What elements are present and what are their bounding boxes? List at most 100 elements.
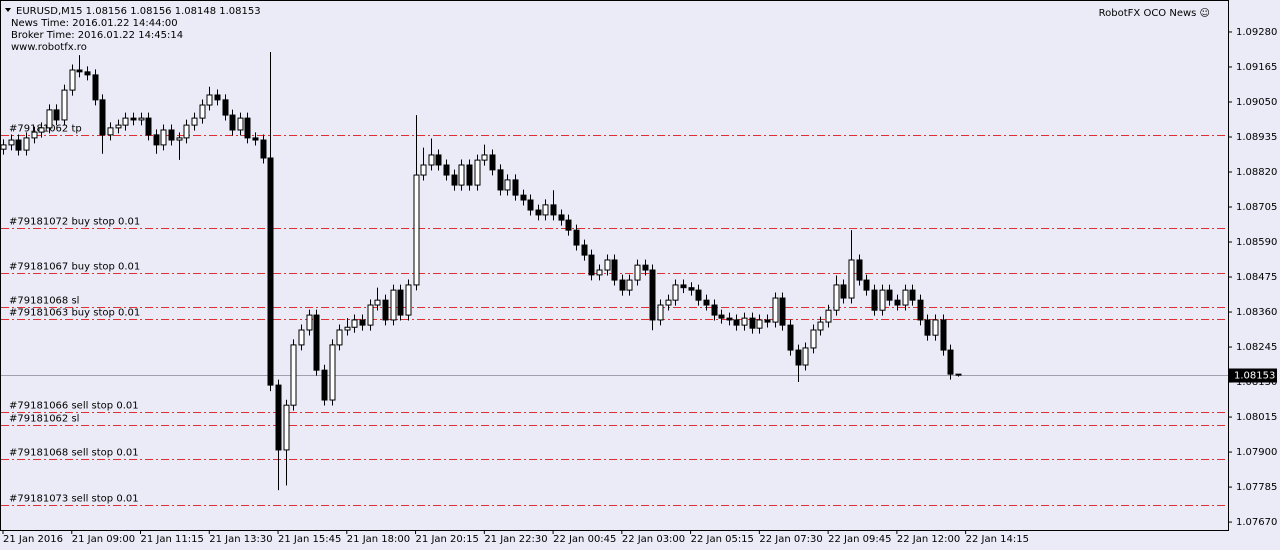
candle-body [92, 74, 99, 101]
order-label: #79181073 sell stop 0.01 [9, 494, 139, 505]
candle-body [634, 264, 641, 281]
candle-body [336, 329, 343, 346]
candle-body [183, 124, 190, 139]
candle-body [932, 319, 939, 336]
candle-body [160, 129, 167, 146]
order-label: #79181063 buy stop 0.01 [9, 308, 140, 319]
header: EURUSD,M15 1.08156 1.08156 1.08148 1.081… [16, 6, 261, 17]
order-label: #79181066 sell stop 0.01 [9, 401, 139, 412]
y-tick-label: 1.08015 [1236, 412, 1277, 423]
candle-body [53, 109, 60, 121]
x-tick-label: 21 Jan 13:30 [209, 534, 272, 545]
candle-body [917, 299, 924, 321]
candle-body [573, 229, 580, 246]
info-line: News Time: 2016.01.22 14:44:00 [11, 18, 178, 29]
order-label: #79181068 sell stop 0.01 [9, 448, 139, 459]
candle-body [61, 89, 68, 121]
y-tick-label: 1.08820 [1236, 167, 1277, 178]
candle-body [504, 179, 511, 191]
candle-body [863, 279, 870, 291]
candle-body [115, 124, 122, 129]
order-label: #79181062 sl [9, 414, 79, 425]
y-tick-label: 1.09050 [1236, 97, 1277, 108]
candle-body [443, 164, 450, 176]
candle-body [947, 349, 954, 375]
y-tick-label: 1.08130 [1236, 377, 1277, 388]
y-tick-label: 1.07900 [1236, 447, 1277, 458]
candle-body [680, 284, 687, 289]
candle-body [749, 317, 756, 329]
candle-body [145, 117, 152, 136]
x-tick-label: 21 Jan 11:15 [141, 534, 204, 545]
y-tick-label: 1.09165 [1236, 62, 1277, 73]
candle-body [397, 289, 404, 316]
candle-body [909, 289, 916, 301]
candle-body [787, 324, 794, 351]
order-label: #79181068 sl [9, 296, 79, 307]
x-tick-label: 21 Jan 18:00 [347, 534, 410, 545]
candle-body [413, 174, 420, 286]
x-tick-label: 21 Jan 20:15 [416, 534, 479, 545]
order-label: #79181072 buy stop 0.01 [9, 217, 140, 228]
y-tick-label: 1.08360 [1236, 307, 1277, 318]
candle-body [252, 137, 259, 141]
candle-body [558, 214, 565, 221]
indicator-name: RobotFX OCO News ☺ [1099, 8, 1210, 19]
y-tick-label: 1.07670 [1236, 517, 1277, 528]
candle-body [451, 174, 458, 186]
candle-body [833, 284, 840, 311]
candle-body [886, 289, 893, 301]
candle-body [825, 309, 832, 323]
y-tick-label: 1.08705 [1236, 202, 1277, 213]
candle-body [795, 349, 802, 366]
candle-body [810, 329, 817, 349]
candle-body [703, 299, 710, 306]
menu-arrow [5, 8, 11, 12]
candle-body [435, 154, 442, 166]
candle-body [520, 194, 527, 201]
candle-body [405, 284, 412, 316]
candle-body [344, 326, 351, 331]
candle-body [290, 344, 297, 406]
candle-body [38, 127, 45, 133]
candle-body [199, 104, 206, 119]
candle-body [229, 114, 236, 131]
candle-body [527, 199, 534, 211]
candle-body [940, 319, 947, 351]
candle-body [772, 297, 779, 323]
candle-body [122, 117, 129, 126]
x-tick-label: 22 Jan 09:45 [828, 534, 891, 545]
candle-body [15, 139, 22, 151]
candle-body [565, 219, 572, 231]
current-price-label: 1.08153 [1234, 371, 1275, 382]
y-tick-label: 1.07785 [1236, 482, 1277, 493]
y-tick-label: 1.08475 [1236, 272, 1277, 283]
candle-body [856, 259, 863, 281]
candle-body [733, 319, 740, 326]
candle-body [46, 109, 53, 129]
x-tick-label: 22 Jan 14:15 [966, 534, 1029, 545]
candle-body [382, 299, 389, 321]
candle-body [23, 137, 30, 151]
candle-body [596, 269, 603, 276]
candle-body [756, 319, 763, 329]
candle-body [466, 164, 473, 186]
candle-body [817, 321, 824, 331]
x-tick-label: 22 Jan 12:00 [897, 534, 960, 545]
candle-body [138, 117, 145, 121]
y-tick-label: 1.08245 [1236, 342, 1277, 353]
y-tick-label: 1.08935 [1236, 132, 1277, 143]
candle-body [8, 139, 15, 146]
candle-body [206, 94, 213, 106]
candle-body [107, 127, 114, 136]
candle-body [420, 164, 427, 176]
x-tick-label: 22 Jan 07:30 [759, 534, 822, 545]
candle-body [69, 69, 76, 91]
candle-body [428, 154, 435, 166]
candle-body [359, 319, 366, 326]
candle-body [535, 209, 542, 216]
candle-body [99, 99, 106, 136]
candle-body [84, 71, 91, 76]
candle-body [306, 314, 313, 331]
candle-body [642, 264, 649, 271]
